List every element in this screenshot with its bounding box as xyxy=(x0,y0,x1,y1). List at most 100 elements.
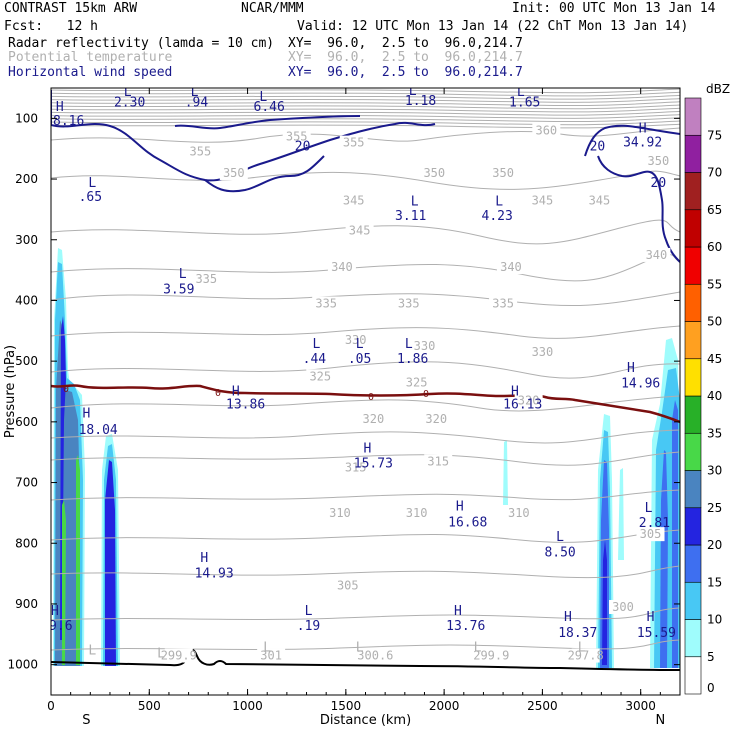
colorbar-swatch xyxy=(684,358,702,397)
theta-label: 320 xyxy=(363,412,385,426)
colorbar-level-label: 0 xyxy=(707,681,715,695)
theta-label: 355 xyxy=(343,136,365,150)
wind-value-label: 13.86 xyxy=(226,398,265,413)
colorbar-level-label: 40 xyxy=(707,389,722,403)
theta-label-bg xyxy=(585,193,614,208)
theta-label: 335 xyxy=(492,296,514,310)
colorbar-swatch xyxy=(684,134,702,173)
wind-value-label: .65 xyxy=(79,190,102,205)
contour-labels: 360 355 355 355 350 350 350 350 345 345 345 345 340 3… xyxy=(45,85,676,663)
high-marker: H xyxy=(511,384,519,399)
theta-label-bg xyxy=(327,260,356,275)
theta-label-bg xyxy=(359,411,388,426)
colorbar-level-label: 55 xyxy=(707,277,722,291)
theta-label: 330 xyxy=(414,339,436,353)
colorbar-level-label: 65 xyxy=(707,203,722,217)
wind-20-right-lower xyxy=(597,155,680,263)
theta-label-bg xyxy=(186,144,215,159)
wind-value-label: 18.37 xyxy=(558,626,597,641)
refl-cell-2800-20 xyxy=(602,540,607,665)
colorbar-level-label: 30 xyxy=(707,464,722,478)
colorbar-level-label: 70 xyxy=(707,166,722,180)
theta-strat-2 xyxy=(51,94,680,100)
colorbar-swatch xyxy=(684,432,702,471)
theta-label-bg xyxy=(361,648,390,663)
colorbar-swatch xyxy=(684,544,702,583)
wind-value-label: 28.16 xyxy=(45,114,84,129)
theta-label: 300 xyxy=(612,600,634,614)
theta-label-bg xyxy=(420,165,449,180)
colorbar-swatch xyxy=(684,395,702,434)
low-marker: L xyxy=(312,337,320,352)
wind-value-label: 20 xyxy=(590,140,606,155)
theta-label: 320 xyxy=(518,394,540,408)
high-marker: H xyxy=(456,500,464,515)
theta-label-bg xyxy=(636,527,665,542)
theta-label: 315 xyxy=(427,454,449,468)
theta-345 xyxy=(51,219,680,245)
theta-label: 299.9 xyxy=(473,649,509,663)
low-marker: L xyxy=(356,337,364,352)
x-tick-label: 2500 xyxy=(527,699,558,713)
theta-325 xyxy=(51,429,680,444)
y-tick-label: 900 xyxy=(15,597,38,611)
y-tick-label: 400 xyxy=(15,293,38,307)
theta-label-bg xyxy=(333,578,362,593)
wind-20-lower-lobe xyxy=(204,155,325,193)
theta-strat-5 xyxy=(51,104,680,110)
wind-20-right-jet xyxy=(584,124,680,157)
low-marker: L xyxy=(356,640,364,655)
wind-value-label: .19 xyxy=(297,619,320,634)
theta-337 xyxy=(51,291,680,307)
theta-label: 350 xyxy=(648,154,670,168)
theta-label-bg xyxy=(571,648,600,663)
theta-320 xyxy=(51,489,680,501)
colorbar-swatch xyxy=(684,321,702,360)
x-tick-label: 500 xyxy=(138,699,161,713)
theta-strat-1 xyxy=(51,91,680,97)
theta-label-bg xyxy=(422,411,451,426)
y-tick-label: 200 xyxy=(15,172,38,186)
theta-label-bg xyxy=(402,375,431,390)
theta-label: 360 xyxy=(535,123,557,137)
field-theta: Potential temperature xyxy=(8,50,173,65)
x-tick-label: 1000 xyxy=(232,699,263,713)
wind-value-label: 2.30 xyxy=(114,95,145,110)
theta-label: 335 xyxy=(195,272,217,286)
theta-label-bg xyxy=(642,247,671,262)
theta-label-bg xyxy=(257,648,286,663)
low-marker: L xyxy=(578,640,586,655)
wind-value-label: 18.04 xyxy=(79,423,118,438)
theta-label-bg xyxy=(514,393,543,408)
refl-cell-300-20 xyxy=(105,460,116,666)
colorbar-level-label: 60 xyxy=(707,240,722,254)
theta-label-bg xyxy=(532,123,561,138)
high-marker: H xyxy=(639,121,647,136)
theta-label-bg xyxy=(312,296,341,311)
low-marker: L xyxy=(474,640,482,655)
wind-value-label: 6.46 xyxy=(254,100,285,115)
plot-area xyxy=(51,88,680,695)
x-tick-label: 0 xyxy=(47,699,55,713)
theta-label: 330 xyxy=(532,345,554,359)
theta-label: 299.9 xyxy=(161,649,197,663)
theta-310 xyxy=(51,565,680,579)
theta-label-bg xyxy=(339,193,368,208)
theta-label: 305 xyxy=(640,527,662,541)
valid-time: Valid: 12 UTC Mon 13 Jan 14 (22 ChT Mon … xyxy=(297,19,689,34)
theta-label: 335 xyxy=(315,296,337,310)
plot-background xyxy=(51,88,680,695)
colorbar-level-label: 25 xyxy=(707,501,722,515)
theta-label: 350 xyxy=(423,166,445,180)
theta-label-bg xyxy=(477,648,506,663)
theta-strat-4 xyxy=(51,101,680,107)
theta-335 xyxy=(51,325,680,339)
colorbar-level-label: 35 xyxy=(707,426,722,440)
colorbar-swatch xyxy=(684,619,702,658)
theta-label-bg xyxy=(608,599,637,614)
wind-value-label: 3.11 xyxy=(395,209,426,224)
low-marker: L xyxy=(191,85,199,100)
wind-value-label: 8.50 xyxy=(544,546,575,561)
colorbar-level-label: 75 xyxy=(707,128,722,142)
